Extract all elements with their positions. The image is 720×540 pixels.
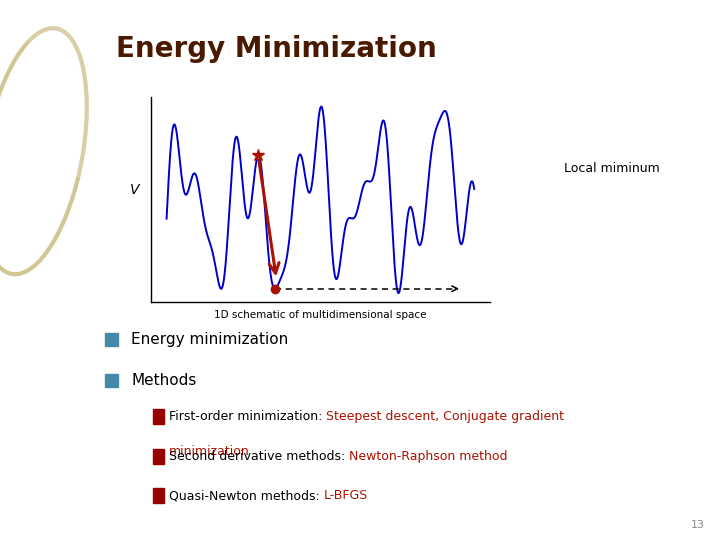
Ellipse shape [30,0,145,178]
Bar [104,333,118,346]
Text: 13: 13 [690,520,704,530]
Text: Energy minimization: Energy minimization [132,332,289,347]
Text: Second derivative methods:: Second derivative methods: [168,450,349,463]
Text: L-BFGS: L-BFGS [323,489,368,502]
Bar [153,409,164,424]
Bar [153,488,164,503]
Text: Steepest descent, Conjugate gradient: Steepest descent, Conjugate gradient [326,410,564,423]
Text: Energy Minimization: Energy Minimization [116,35,436,63]
Text: minimization: minimization [168,446,250,458]
Text: 1D schematic of multidimensional space: 1D schematic of multidimensional space [214,310,427,321]
Text: First-order minimization:: First-order minimization: [168,410,326,423]
Text: Newton-Raphson method: Newton-Raphson method [349,450,508,463]
Text: V: V [130,183,139,197]
Text: Local miminum: Local miminum [564,162,660,175]
Text: Methods: Methods [132,373,197,388]
Bar [104,374,118,387]
Bar [153,449,164,464]
Text: Quasi-Newton methods:: Quasi-Newton methods: [168,489,323,502]
